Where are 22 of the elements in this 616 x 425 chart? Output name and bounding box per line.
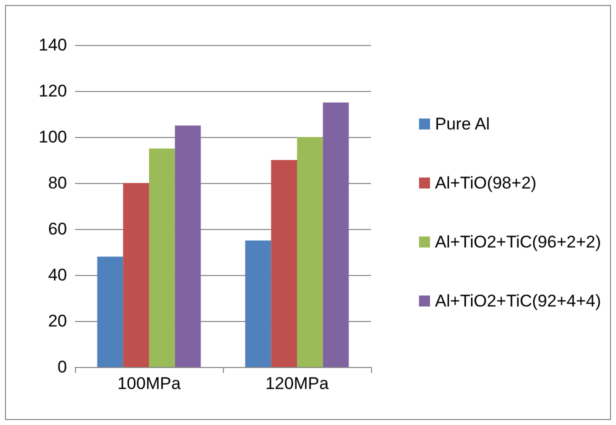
y-tick-label: 20 [48,312,67,330]
x-tick-label: 120MPa [265,374,330,393]
y-tick-label: 60 [48,220,67,238]
legend-label: Pure Al [435,114,490,134]
bar [271,160,297,367]
y-tick-label: 120 [38,82,67,100]
bar [245,240,272,367]
bar [97,256,124,367]
bar [174,126,201,367]
y-tick-label: 0 [58,358,67,376]
legend-label: Al+TiO(98+2) [435,174,536,192]
bar [123,183,149,367]
legend-label: Al+TiO2+TiC(96+2+2) [435,232,601,252]
bar [322,102,349,367]
y-tick-label: 100 [38,128,67,146]
y-tick-label: 40 [48,266,67,284]
x-tick-label: 100MPa [117,374,182,393]
bar [149,148,175,367]
bar [297,137,323,367]
y-tick-label: 140 [38,36,67,54]
legend-label: Al+TiO2+TiC(92+4+4) [435,292,601,310]
y-tick-label: 80 [48,174,67,192]
